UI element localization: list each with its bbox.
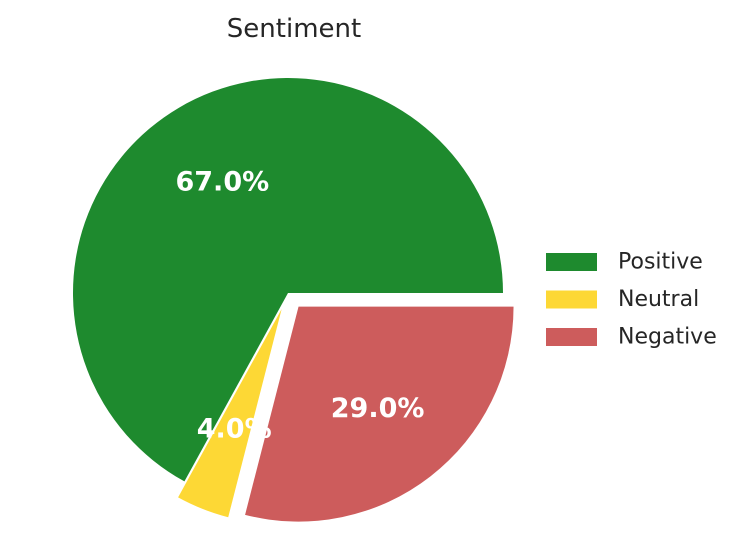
pie-slices — [72, 78, 514, 522]
legend-label-negative: Negative — [618, 325, 717, 350]
legend-item-neutral: Neutral — [546, 287, 699, 312]
legend-item-positive: Positive — [546, 250, 703, 275]
pie-slice-neutral — [178, 308, 282, 518]
pie-label-positive: 67.0% — [175, 166, 269, 197]
legend-item-negative: Negative — [546, 325, 717, 350]
legend-label-neutral: Neutral — [618, 287, 699, 312]
chart-title: Sentiment — [227, 14, 361, 44]
legend-swatch-positive — [546, 253, 597, 271]
pie-labels: 67.0% 4.0% 29.0% — [175, 166, 424, 444]
legend-swatch-negative — [546, 328, 597, 346]
pie-label-negative: 29.0% — [331, 393, 425, 424]
legend-label-positive: Positive — [618, 250, 703, 275]
pie-label-neutral: 4.0% — [197, 413, 272, 444]
pie-slice-negative — [245, 306, 514, 522]
legend-swatch-neutral — [546, 290, 597, 309]
pie-slice-positive — [72, 78, 503, 482]
legend: Positive Neutral Negative — [546, 250, 717, 350]
